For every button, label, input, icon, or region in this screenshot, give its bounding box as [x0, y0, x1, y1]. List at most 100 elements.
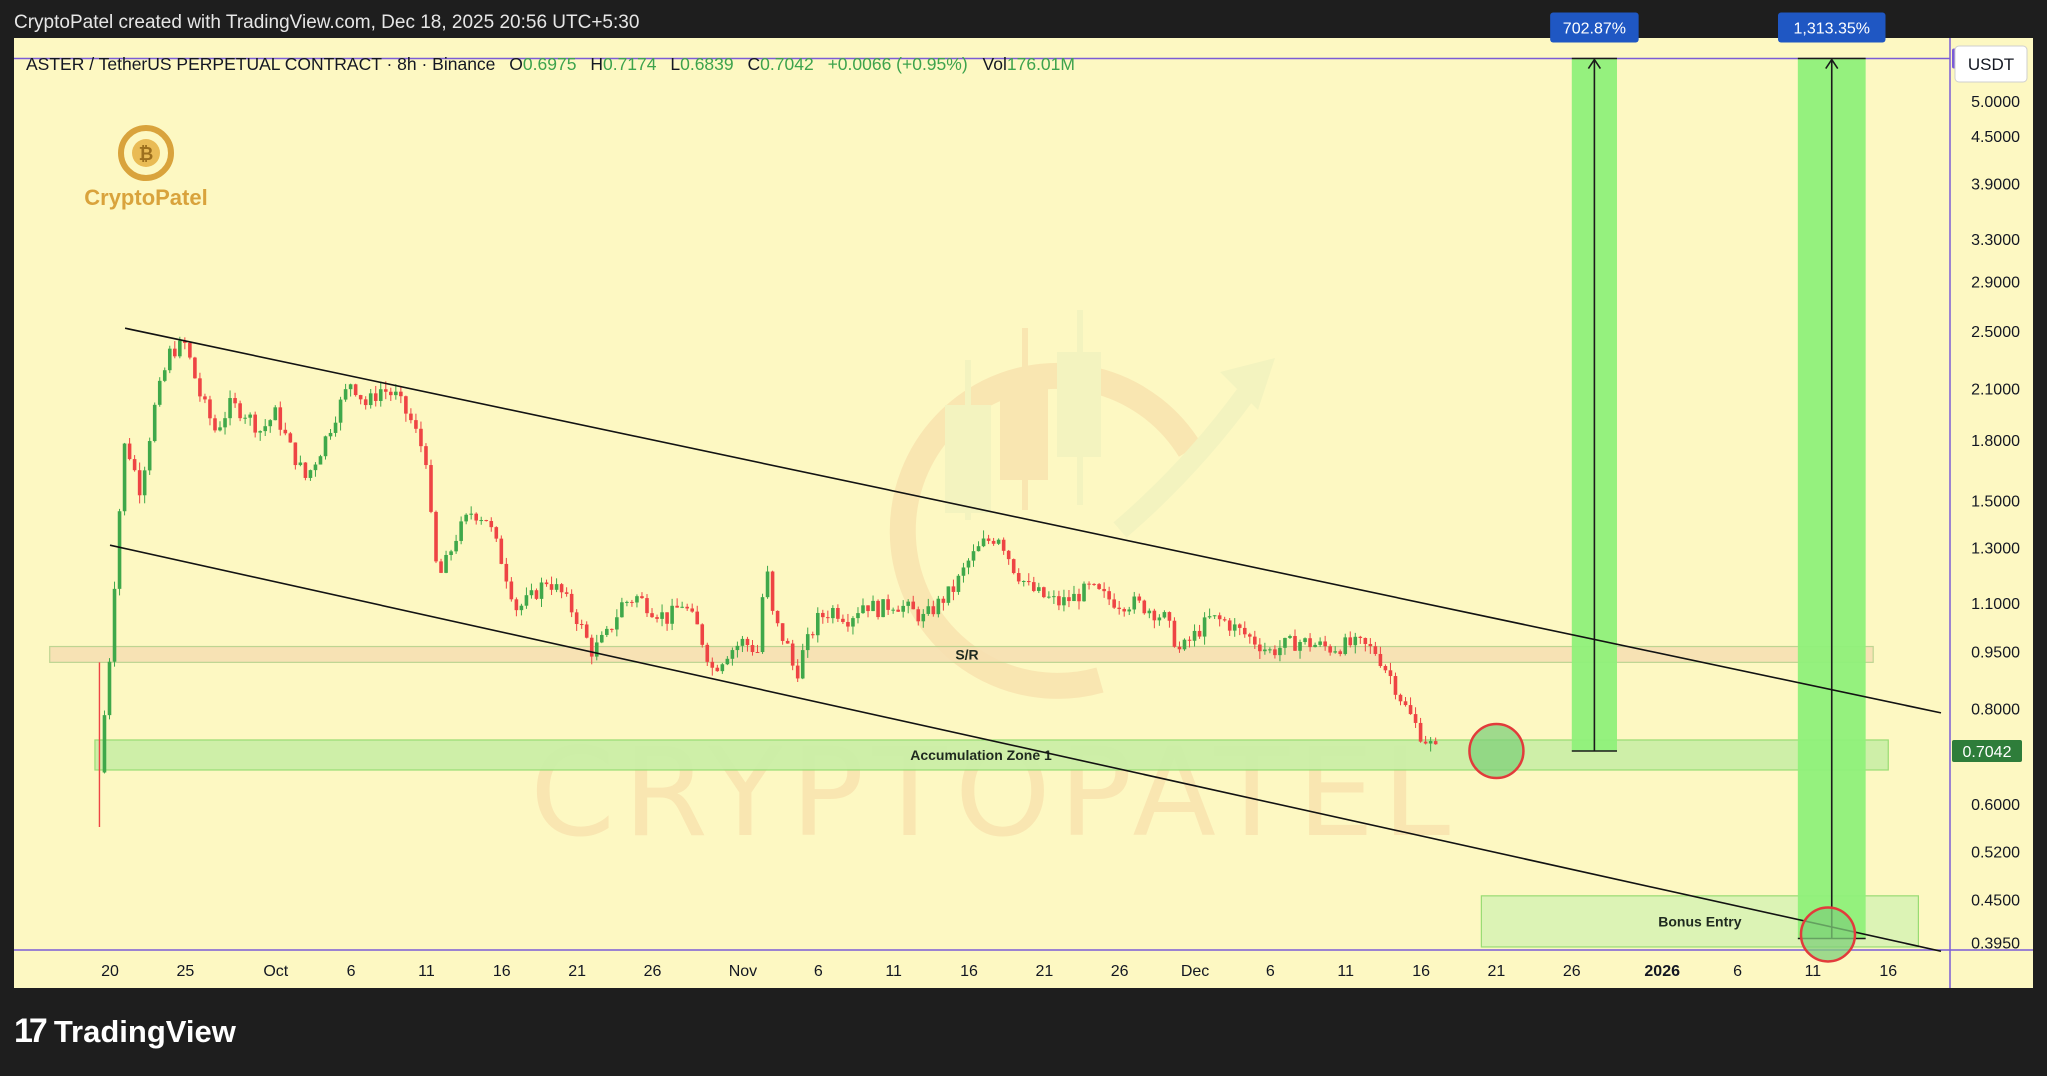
open-value: 0.6975: [523, 54, 577, 74]
symbol-title: ASTER / TetherUS PERPETUAL CONTRACT · 8h…: [26, 54, 495, 74]
candle-body: [971, 551, 976, 561]
logo-text: CryptoPatel: [84, 185, 207, 210]
candle-body: [464, 514, 468, 522]
candle-body: [645, 598, 649, 614]
price-tick-label: 0.5200: [1971, 845, 2020, 862]
candle-body: [363, 399, 368, 406]
candle-body: [675, 605, 679, 608]
time-tick-label: 11: [885, 963, 902, 980]
candle-body: [1187, 639, 1192, 641]
time-tick-label: 16: [960, 963, 978, 980]
candle-body: [213, 418, 217, 431]
highlight-circles: [1468, 722, 1857, 963]
candle-body: [1363, 637, 1368, 645]
candle-body: [313, 464, 318, 471]
candle-body: [1288, 636, 1292, 638]
candle-body: [1127, 609, 1132, 612]
candle-body: [740, 638, 745, 646]
target-percent-badge: [1777, 12, 1886, 43]
candle-body: [660, 612, 664, 619]
candle-body: [1313, 644, 1317, 648]
candle-body: [1398, 694, 1403, 702]
candle-body: [1393, 676, 1398, 695]
zone-label: Accumulation Zone 1: [910, 747, 1052, 763]
candle-body: [469, 513, 473, 515]
candle-body: [178, 340, 182, 357]
candle-body: [1293, 636, 1297, 651]
candle-body: [986, 538, 991, 541]
candle-body: [1137, 596, 1142, 601]
candle-body: [599, 634, 604, 643]
candle-body: [1132, 596, 1137, 610]
candle-body: [1338, 651, 1343, 655]
price-tick-label: 2.1000: [1971, 382, 2020, 399]
tradingview-logo[interactable]: 17 TradingView: [14, 1012, 236, 1051]
candle-body: [1097, 584, 1101, 589]
candle-body: [233, 398, 237, 404]
candle-body: [896, 609, 900, 612]
candle-body: [584, 624, 589, 638]
candle-body: [1258, 644, 1262, 652]
candle-body: [760, 597, 765, 653]
candle-body: [549, 584, 554, 590]
candle-body: [841, 618, 845, 622]
time-tick-label: 26: [1111, 963, 1129, 980]
target-arrowhead: [1587, 58, 1602, 69]
candle-body: [1142, 600, 1147, 614]
candle-body: [278, 407, 283, 430]
candle-body: [876, 600, 880, 618]
candle-body: [1082, 583, 1086, 602]
candle-body: [238, 403, 242, 419]
candle-body: [1062, 597, 1066, 606]
time-axis[interactable]: 20 25 Oct 6 11 16 21 26 Nov 6 11 16 21 26 Dec 6 11 16 21 26…: [101, 963, 1897, 980]
time-tick-label: 26: [1563, 963, 1581, 980]
time-tick-label: 21: [1488, 963, 1506, 980]
candle-body: [1418, 722, 1423, 742]
candle-body: [695, 611, 700, 625]
candle-body: [152, 404, 157, 442]
time-tick-label: Dec: [1181, 963, 1209, 980]
candle-body: [1177, 646, 1182, 650]
price-axis[interactable]: 0.3950 0.4500 0.5200 0.6000 0.7042 0.8000 0.95…: [1952, 48, 2022, 953]
candle-body: [323, 436, 328, 457]
candle-body: [916, 609, 921, 622]
candle-body: [1021, 581, 1026, 583]
candle-body: [1087, 583, 1091, 585]
candle-body: [188, 342, 192, 358]
candle-body: [856, 613, 860, 619]
time-tick-label: 6: [347, 963, 356, 980]
candle-body: [1408, 705, 1413, 715]
high-label: H: [590, 54, 603, 74]
candle-body: [539, 582, 544, 599]
price-tick-label: 1.5000: [1971, 493, 2020, 510]
currency-box[interactable]: [1954, 45, 2028, 83]
time-tick-label: 11: [1805, 963, 1822, 980]
zone-label: S/R: [955, 646, 978, 662]
candle-body: [1072, 593, 1076, 602]
candle-body: [368, 393, 373, 406]
candle-body: [1212, 615, 1217, 617]
candle-body: [821, 612, 825, 618]
candle-body: [122, 443, 127, 512]
candle-body: [1242, 627, 1247, 635]
candle-body: [258, 431, 262, 433]
candle-body: [936, 598, 941, 615]
candle-body: [1162, 612, 1167, 618]
candle-body: [1152, 610, 1157, 621]
candle-body: [861, 605, 865, 614]
candle-body: [810, 634, 815, 636]
low-value: 0.6839: [680, 54, 734, 74]
last-price-badge: [1952, 740, 2022, 762]
candle-body: [1303, 638, 1307, 643]
candle-body: [569, 593, 574, 613]
candle-body: [429, 465, 433, 512]
candle-body: [419, 428, 423, 447]
candle-body: [996, 539, 1001, 544]
candle-body: [484, 520, 489, 522]
candle-body: [745, 638, 750, 646]
time-tick-label: 6: [1733, 963, 1742, 980]
candle-body: [1247, 634, 1252, 637]
price-tick-label: 5.0000: [1971, 94, 2020, 111]
candle-body: [826, 617, 830, 619]
